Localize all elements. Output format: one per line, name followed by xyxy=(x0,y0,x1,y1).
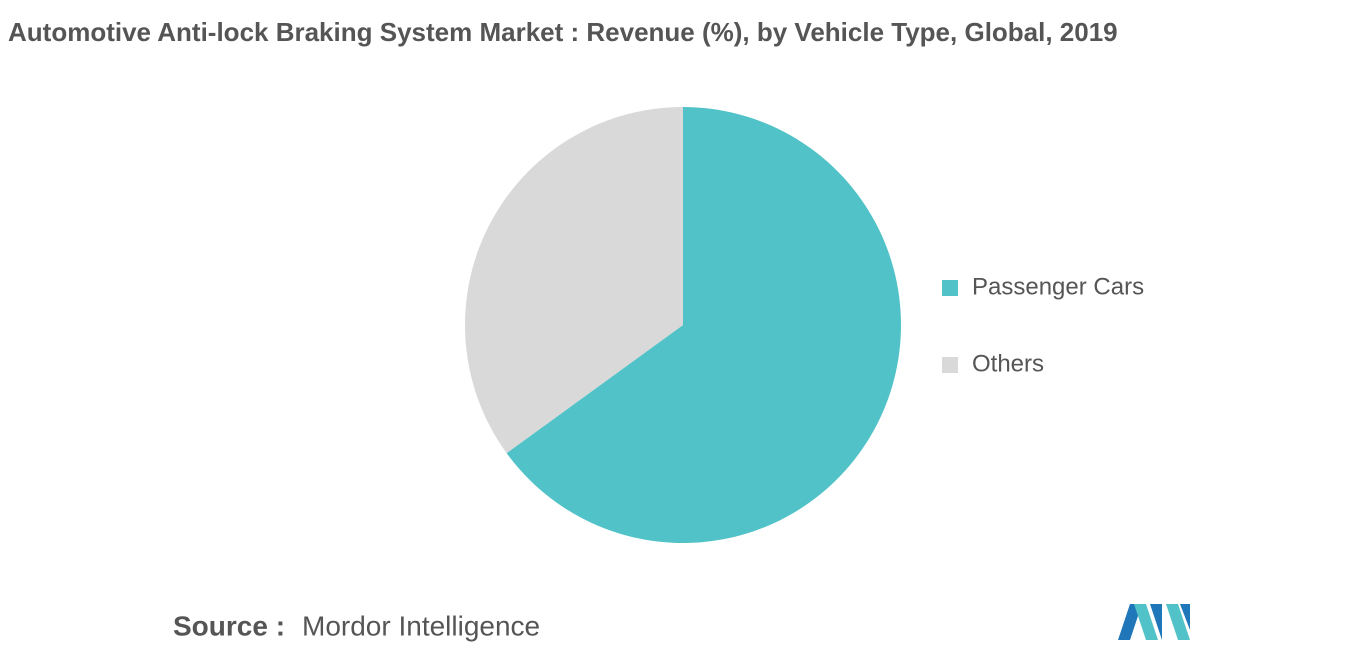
legend-label: Others xyxy=(972,350,1044,377)
legend-label: Passenger Cars xyxy=(972,273,1144,300)
source-label: Source : xyxy=(173,610,285,641)
logo xyxy=(1118,604,1190,640)
pie-slice xyxy=(465,107,683,454)
legend-swatch xyxy=(942,280,958,296)
legend-swatch xyxy=(942,357,958,373)
source: Mordor Intelligence xyxy=(302,610,540,641)
chart-title: Automotive Anti-lock Braking System Mark… xyxy=(8,17,1118,47)
pie-slice xyxy=(506,107,901,544)
